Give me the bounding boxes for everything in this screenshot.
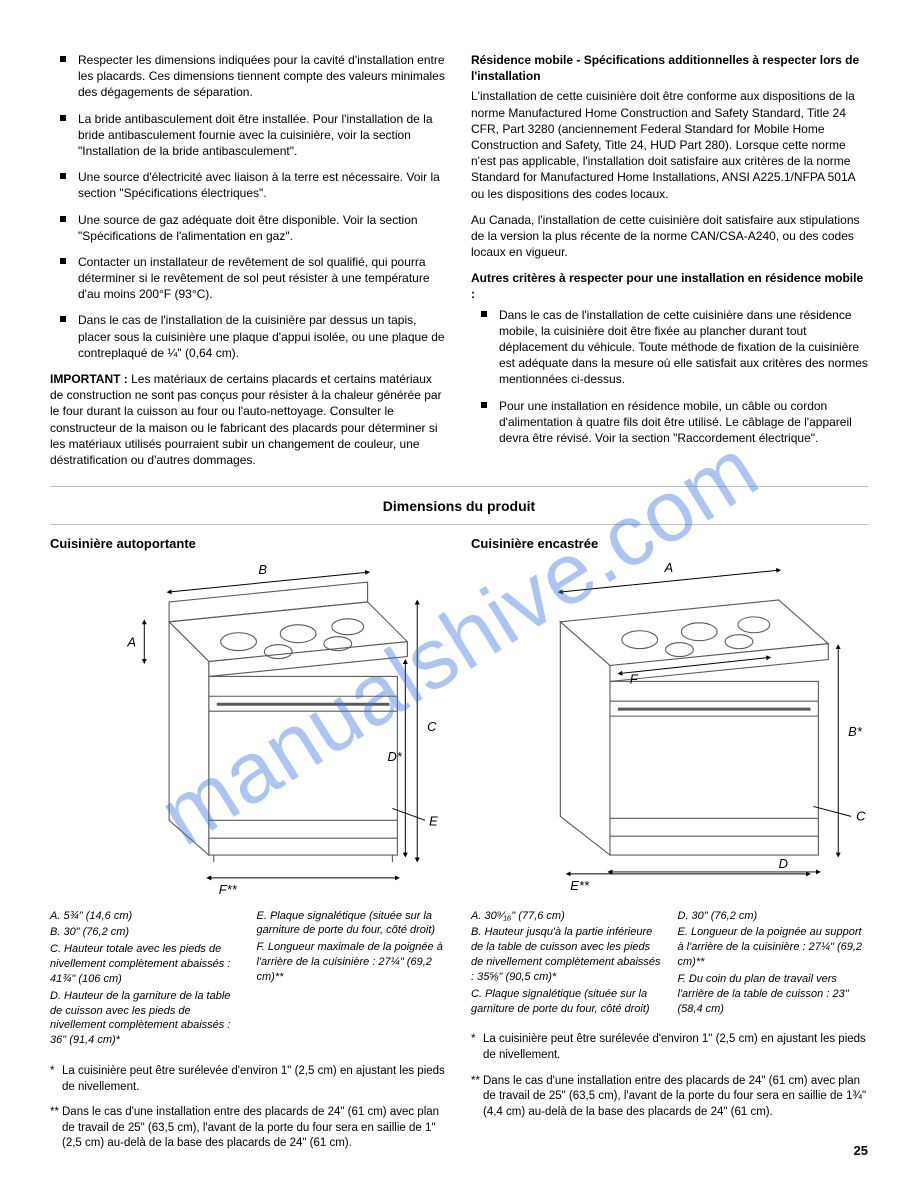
footnote-text: La cuisinière peut être surélevée d'envi… [483, 1033, 866, 1061]
list-item: Dans le cas de l'installation de la cuis… [50, 312, 447, 361]
list-item: Pour une installation en résidence mobil… [471, 398, 868, 447]
product-right: Cuisinière encastrée [471, 535, 868, 1162]
legend-item: A. 30⁹⁄₁₆" (77,6 cm) [471, 909, 662, 924]
footnote-star: * [471, 1032, 475, 1048]
footnote: * La cuisinière peut être surélevée d'env… [471, 1032, 868, 1063]
footnote: **Dans le cas d'une installation entre d… [50, 1105, 447, 1152]
dim-label-A: A [126, 634, 136, 649]
top-columns: Respecter les dimensions indiquées pour … [50, 52, 868, 468]
freestanding-range-figure: B A C D* E F** [50, 561, 447, 901]
list-item: La bride antibasculement doit être insta… [50, 111, 447, 160]
product-left: Cuisinière autoportante [50, 535, 447, 1162]
list-item: Dans le cas de l'installation de cette c… [471, 307, 868, 388]
dim-label-E: E** [570, 877, 590, 892]
dim-label-E: E [429, 813, 438, 828]
legend-right-product: A. 30⁹⁄₁₆" (77,6 cm) B. Hauteur jusqu'à … [471, 909, 868, 1019]
footnotes-right: * La cuisinière peut être surélevée d'env… [471, 1032, 868, 1120]
legend-col: A. 30⁹⁄₁₆" (77,6 cm) B. Hauteur jusqu'à … [471, 909, 662, 1019]
footnote: **Dans le cas d'une installation entre d… [471, 1074, 868, 1121]
footnote-text: La cuisinière peut être surélevée d'envi… [62, 1065, 445, 1093]
product-left-title: Cuisinière autoportante [50, 535, 447, 553]
section-title: Dimensions du produit [50, 487, 868, 524]
dim-label-C: C [856, 808, 866, 823]
list-item: Une source de gaz adéquate doit être dis… [50, 212, 447, 244]
important-text: Les matériaux de certains placards et ce… [50, 372, 442, 467]
footnote-text: Dans le cas d'une installation entre des… [483, 1075, 866, 1118]
dim-label-D: D* [387, 748, 402, 763]
page-number: 25 [854, 1142, 868, 1160]
right-para-2: Au Canada, l'installation de cette cuisi… [471, 212, 868, 261]
legend-item: C. Hauteur totale avec les pieds de nive… [50, 942, 241, 987]
list-item: Une source d'électricité avec liaison à … [50, 169, 447, 201]
legend-item: A. 5¾" (14,6 cm) [50, 909, 241, 924]
important-note: IMPORTANT : Les matériaux de certains pl… [50, 371, 447, 468]
dim-label-A: A [664, 561, 674, 575]
left-bullet-list: Respecter les dimensions indiquées pour … [50, 52, 447, 361]
important-label: IMPORTANT : [50, 372, 128, 386]
right-heading-2: Autres critères à respecter pour une ins… [471, 270, 868, 302]
product-columns: Cuisinière autoportante [50, 535, 868, 1162]
divider-bottom [50, 524, 868, 525]
legend-col: E. Plaque signalétique (située sur la ga… [257, 909, 448, 1051]
footnote-text: Dans le cas d'une installation entre des… [62, 1106, 439, 1149]
legend-col: A. 5¾" (14,6 cm) B. 30" (76,2 cm) C. Hau… [50, 909, 241, 1051]
dim-label-F: F [630, 671, 639, 686]
legend-col: D. 30" (76,2 cm) E. Longueur de la poign… [678, 909, 869, 1019]
footnotes-left: * La cuisinière peut être surélevée d'env… [50, 1064, 447, 1152]
dim-label-D: D [779, 856, 788, 871]
legend-item: E. Plaque signalétique (située sur la ga… [257, 909, 448, 939]
dim-label-C: C [427, 719, 437, 734]
dim-label-F: F** [219, 881, 238, 896]
product-right-title: Cuisinière encastrée [471, 535, 868, 553]
right-bullet-list: Dans le cas de l'installation de cette c… [471, 307, 868, 447]
top-right-column: Résidence mobile - Spécifications additi… [471, 52, 868, 468]
footnote-star: * [50, 1064, 54, 1080]
right-para-1: L'installation de cette cuisinière doit … [471, 88, 868, 201]
legend-item: B. Hauteur jusqu'à la partie inférieure … [471, 925, 662, 984]
right-heading-1: Résidence mobile - Spécifications additi… [471, 52, 868, 84]
legend-item: C. Plaque signalétique (située sur la ga… [471, 987, 662, 1017]
list-item: Respecter les dimensions indiquées pour … [50, 52, 447, 101]
dim-label-B: B* [848, 724, 863, 739]
legend-left-product: A. 5¾" (14,6 cm) B. 30" (76,2 cm) C. Hau… [50, 909, 447, 1051]
top-left-column: Respecter les dimensions indiquées pour … [50, 52, 447, 468]
footnote: * La cuisinière peut être surélevée d'env… [50, 1064, 447, 1095]
list-item: Contacter un installateur de revêtement … [50, 254, 447, 303]
legend-item: D. Hauteur de la garniture de la table d… [50, 989, 241, 1048]
dim-label-B: B [258, 562, 267, 577]
legend-item: B. 30" (76,2 cm) [50, 925, 241, 940]
footnote-star: ** [50, 1105, 59, 1121]
legend-item: D. 30" (76,2 cm) [678, 909, 869, 924]
legend-item: F. Du coin du plan de travail vers l'arr… [678, 972, 869, 1017]
footnote-star: ** [471, 1074, 480, 1090]
legend-item: F. Longueur maximale de la poignée à l'a… [257, 940, 448, 985]
slidein-range-figure: A B* C D E** F [471, 561, 868, 901]
legend-item: E. Longueur de la poignée au support à l… [678, 925, 869, 970]
